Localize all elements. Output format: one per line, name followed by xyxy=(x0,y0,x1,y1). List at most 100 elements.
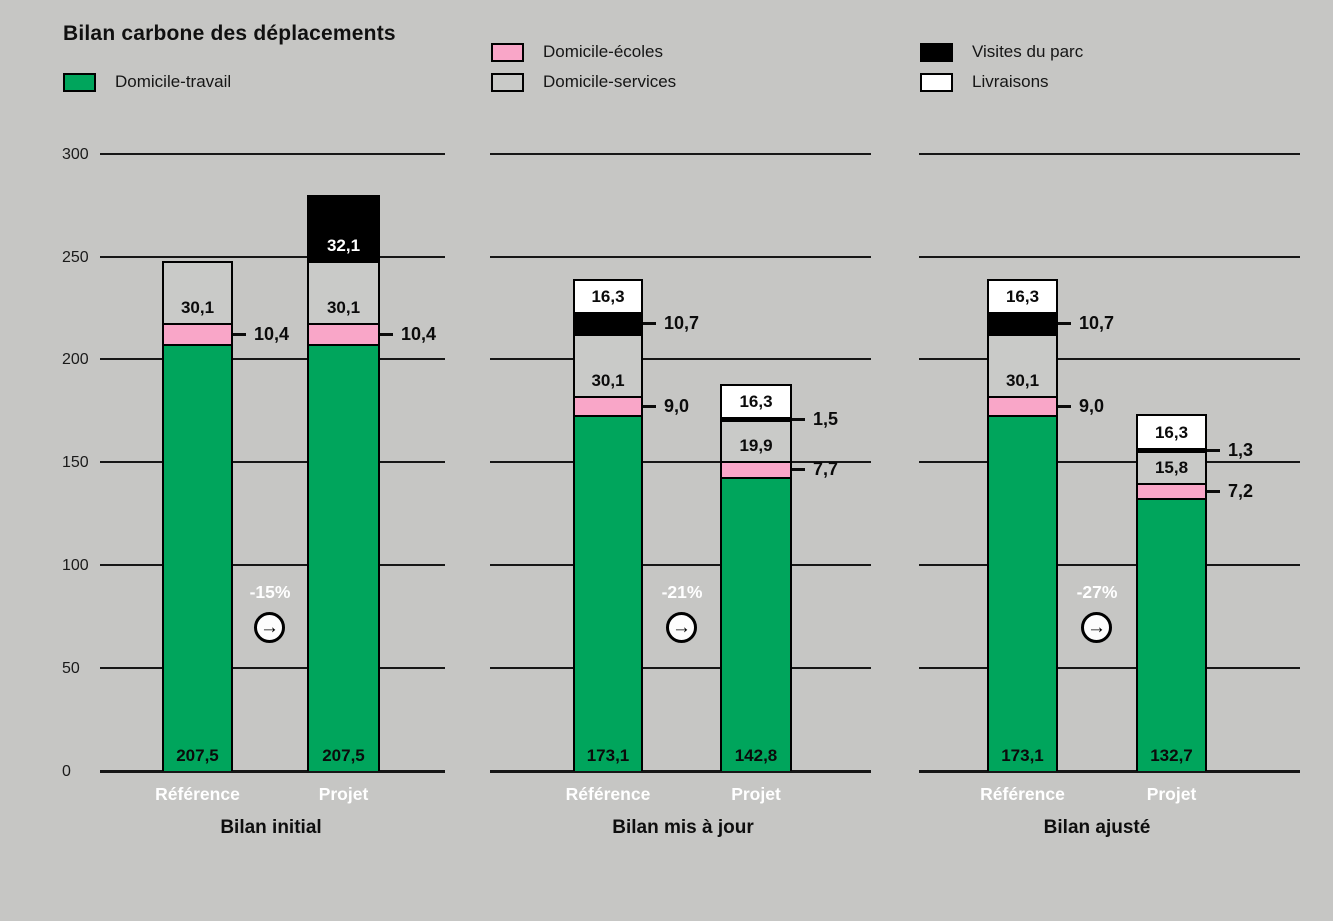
segment-value-label: 142,8 xyxy=(734,746,778,765)
right-arrow-icon: → xyxy=(260,616,279,638)
bar-segment-services: 30,1 xyxy=(987,334,1058,396)
segment-tick-line xyxy=(792,468,805,471)
bar-segment-travail: 142,8 xyxy=(720,477,792,771)
segment-value-label: 30,1 xyxy=(591,371,625,390)
bar-segment-travail: 173,1 xyxy=(987,415,1058,771)
gridline xyxy=(919,153,1300,155)
change-percentage: -21% xyxy=(661,582,703,602)
legend-item-ecoles: Domicile-écoles xyxy=(491,41,663,63)
right-arrow-icon: → xyxy=(1087,616,1106,638)
legend-item-parc: Visites du parc xyxy=(920,41,1083,63)
group-title: Bilan mis à jour xyxy=(612,817,754,838)
bar-segment-travail: 173,1 xyxy=(573,415,643,771)
bar-segment-services: 30,1 xyxy=(573,334,643,396)
bar-segment-livraisons: 16,3 xyxy=(720,384,792,417)
bar-segment-livraisons: 16,3 xyxy=(1136,414,1207,448)
segment-tick-line xyxy=(233,333,246,336)
arrow-circle: → xyxy=(1081,612,1112,643)
gridline xyxy=(100,461,445,463)
bar-label-reference: Référence xyxy=(155,784,240,804)
segment-value-label: 19,9 xyxy=(739,436,773,455)
bar-segment-services: 30,1 xyxy=(307,261,380,323)
legend-item-label: Domicile-services xyxy=(543,72,677,91)
x-axis-line xyxy=(100,770,445,773)
segment-value-label: 16,3 xyxy=(739,392,773,411)
segment-value-label: 16,3 xyxy=(591,287,625,306)
bar-segment-services: 15,8 xyxy=(1136,451,1207,483)
change-percentage: -27% xyxy=(1076,582,1118,602)
segment-value-label: 173,1 xyxy=(1001,746,1044,765)
gridline xyxy=(919,564,1300,566)
bar-segment-parc xyxy=(573,312,643,334)
legend-item-label: Domicile-écoles xyxy=(543,42,663,61)
gridline xyxy=(100,256,445,258)
gridline xyxy=(490,256,871,258)
gridline xyxy=(100,564,445,566)
legend-item-label: Livraisons xyxy=(972,72,1049,91)
segment-value-label: 207,5 xyxy=(176,746,219,765)
legend-item-travail: Domicile-travail xyxy=(63,71,231,93)
x-axis-line xyxy=(919,770,1300,773)
chart-title: Bilan carbone des déplacements xyxy=(63,22,396,45)
segment-tick-line xyxy=(643,322,656,325)
y-axis-tick-label: 200 xyxy=(62,351,89,368)
y-axis-tick-label: 300 xyxy=(62,146,89,163)
gridline xyxy=(919,667,1300,669)
travail-swatch-icon xyxy=(63,72,96,92)
legend-item-services: Domicile-services xyxy=(491,71,676,93)
ecoles-swatch-icon xyxy=(491,42,524,62)
bar-segment-travail: 207,5 xyxy=(307,344,380,771)
gridline xyxy=(490,564,871,566)
legend-item-label: Visites du parc xyxy=(972,42,1084,61)
segment-value-label: 7,7 xyxy=(813,459,839,479)
gridline xyxy=(490,153,871,155)
bar-segment-ecoles xyxy=(307,323,380,344)
segment-tick-line xyxy=(1058,405,1071,408)
bar-label-projet: Projet xyxy=(318,784,369,804)
gridline xyxy=(919,256,1300,258)
segment-value-label: 16,3 xyxy=(1005,287,1040,306)
change-percentage: -15% xyxy=(249,582,291,602)
group-title: Bilan initial xyxy=(220,817,322,838)
bar-segment-parc xyxy=(987,312,1058,334)
bar-segment-livraisons: 16,3 xyxy=(987,279,1058,312)
bar-segment-parc xyxy=(1136,448,1207,451)
gridline xyxy=(919,358,1300,360)
bar-segment-travail: 207,5 xyxy=(162,344,233,771)
segment-value-label: 30,1 xyxy=(326,298,361,317)
bar-segment-ecoles xyxy=(720,461,792,477)
services-swatch-icon xyxy=(491,72,524,92)
segment-tick-line xyxy=(1207,490,1220,493)
segment-value-label: 30,1 xyxy=(1005,371,1040,390)
x-axis-line xyxy=(490,770,871,773)
segment-value-label: 10,7 xyxy=(1079,313,1115,333)
gridline xyxy=(100,667,445,669)
segment-value-label: 30,1 xyxy=(180,298,215,317)
gridline xyxy=(919,461,1300,463)
bar-segment-travail: 132,7 xyxy=(1136,498,1207,771)
bar-segment-services: 19,9 xyxy=(720,420,792,461)
segment-value-label: 10,4 xyxy=(401,324,437,344)
arrow-circle: → xyxy=(254,612,285,643)
bar-label-projet: Projet xyxy=(1146,784,1197,804)
y-axis-tick-label: 150 xyxy=(62,454,89,471)
arrow-circle: → xyxy=(666,612,697,643)
segment-tick-line xyxy=(1058,322,1071,325)
legend-item-livraisons: Livraisons xyxy=(920,71,1049,93)
segment-tick-line xyxy=(1207,449,1220,452)
bar-segment-livraisons: 16,3 xyxy=(573,279,643,312)
y-axis-tick-label: 100 xyxy=(62,557,89,574)
segment-value-label: 1,3 xyxy=(1228,440,1254,460)
segment-tick-line xyxy=(792,418,805,421)
y-axis-tick-label: 50 xyxy=(62,660,80,677)
segment-value-label: 32,1 xyxy=(326,236,361,255)
bar-segment-services: 30,1 xyxy=(162,261,233,323)
gridline xyxy=(490,667,871,669)
legend-item-label: Domicile-travail xyxy=(115,72,232,91)
segment-value-label: 16,3 xyxy=(1154,423,1189,442)
segment-value-label: 207,5 xyxy=(322,746,365,765)
segment-value-label: 10,4 xyxy=(254,324,290,344)
y-axis-tick-label: 250 xyxy=(62,249,89,266)
segment-value-label: 1,5 xyxy=(813,409,839,429)
